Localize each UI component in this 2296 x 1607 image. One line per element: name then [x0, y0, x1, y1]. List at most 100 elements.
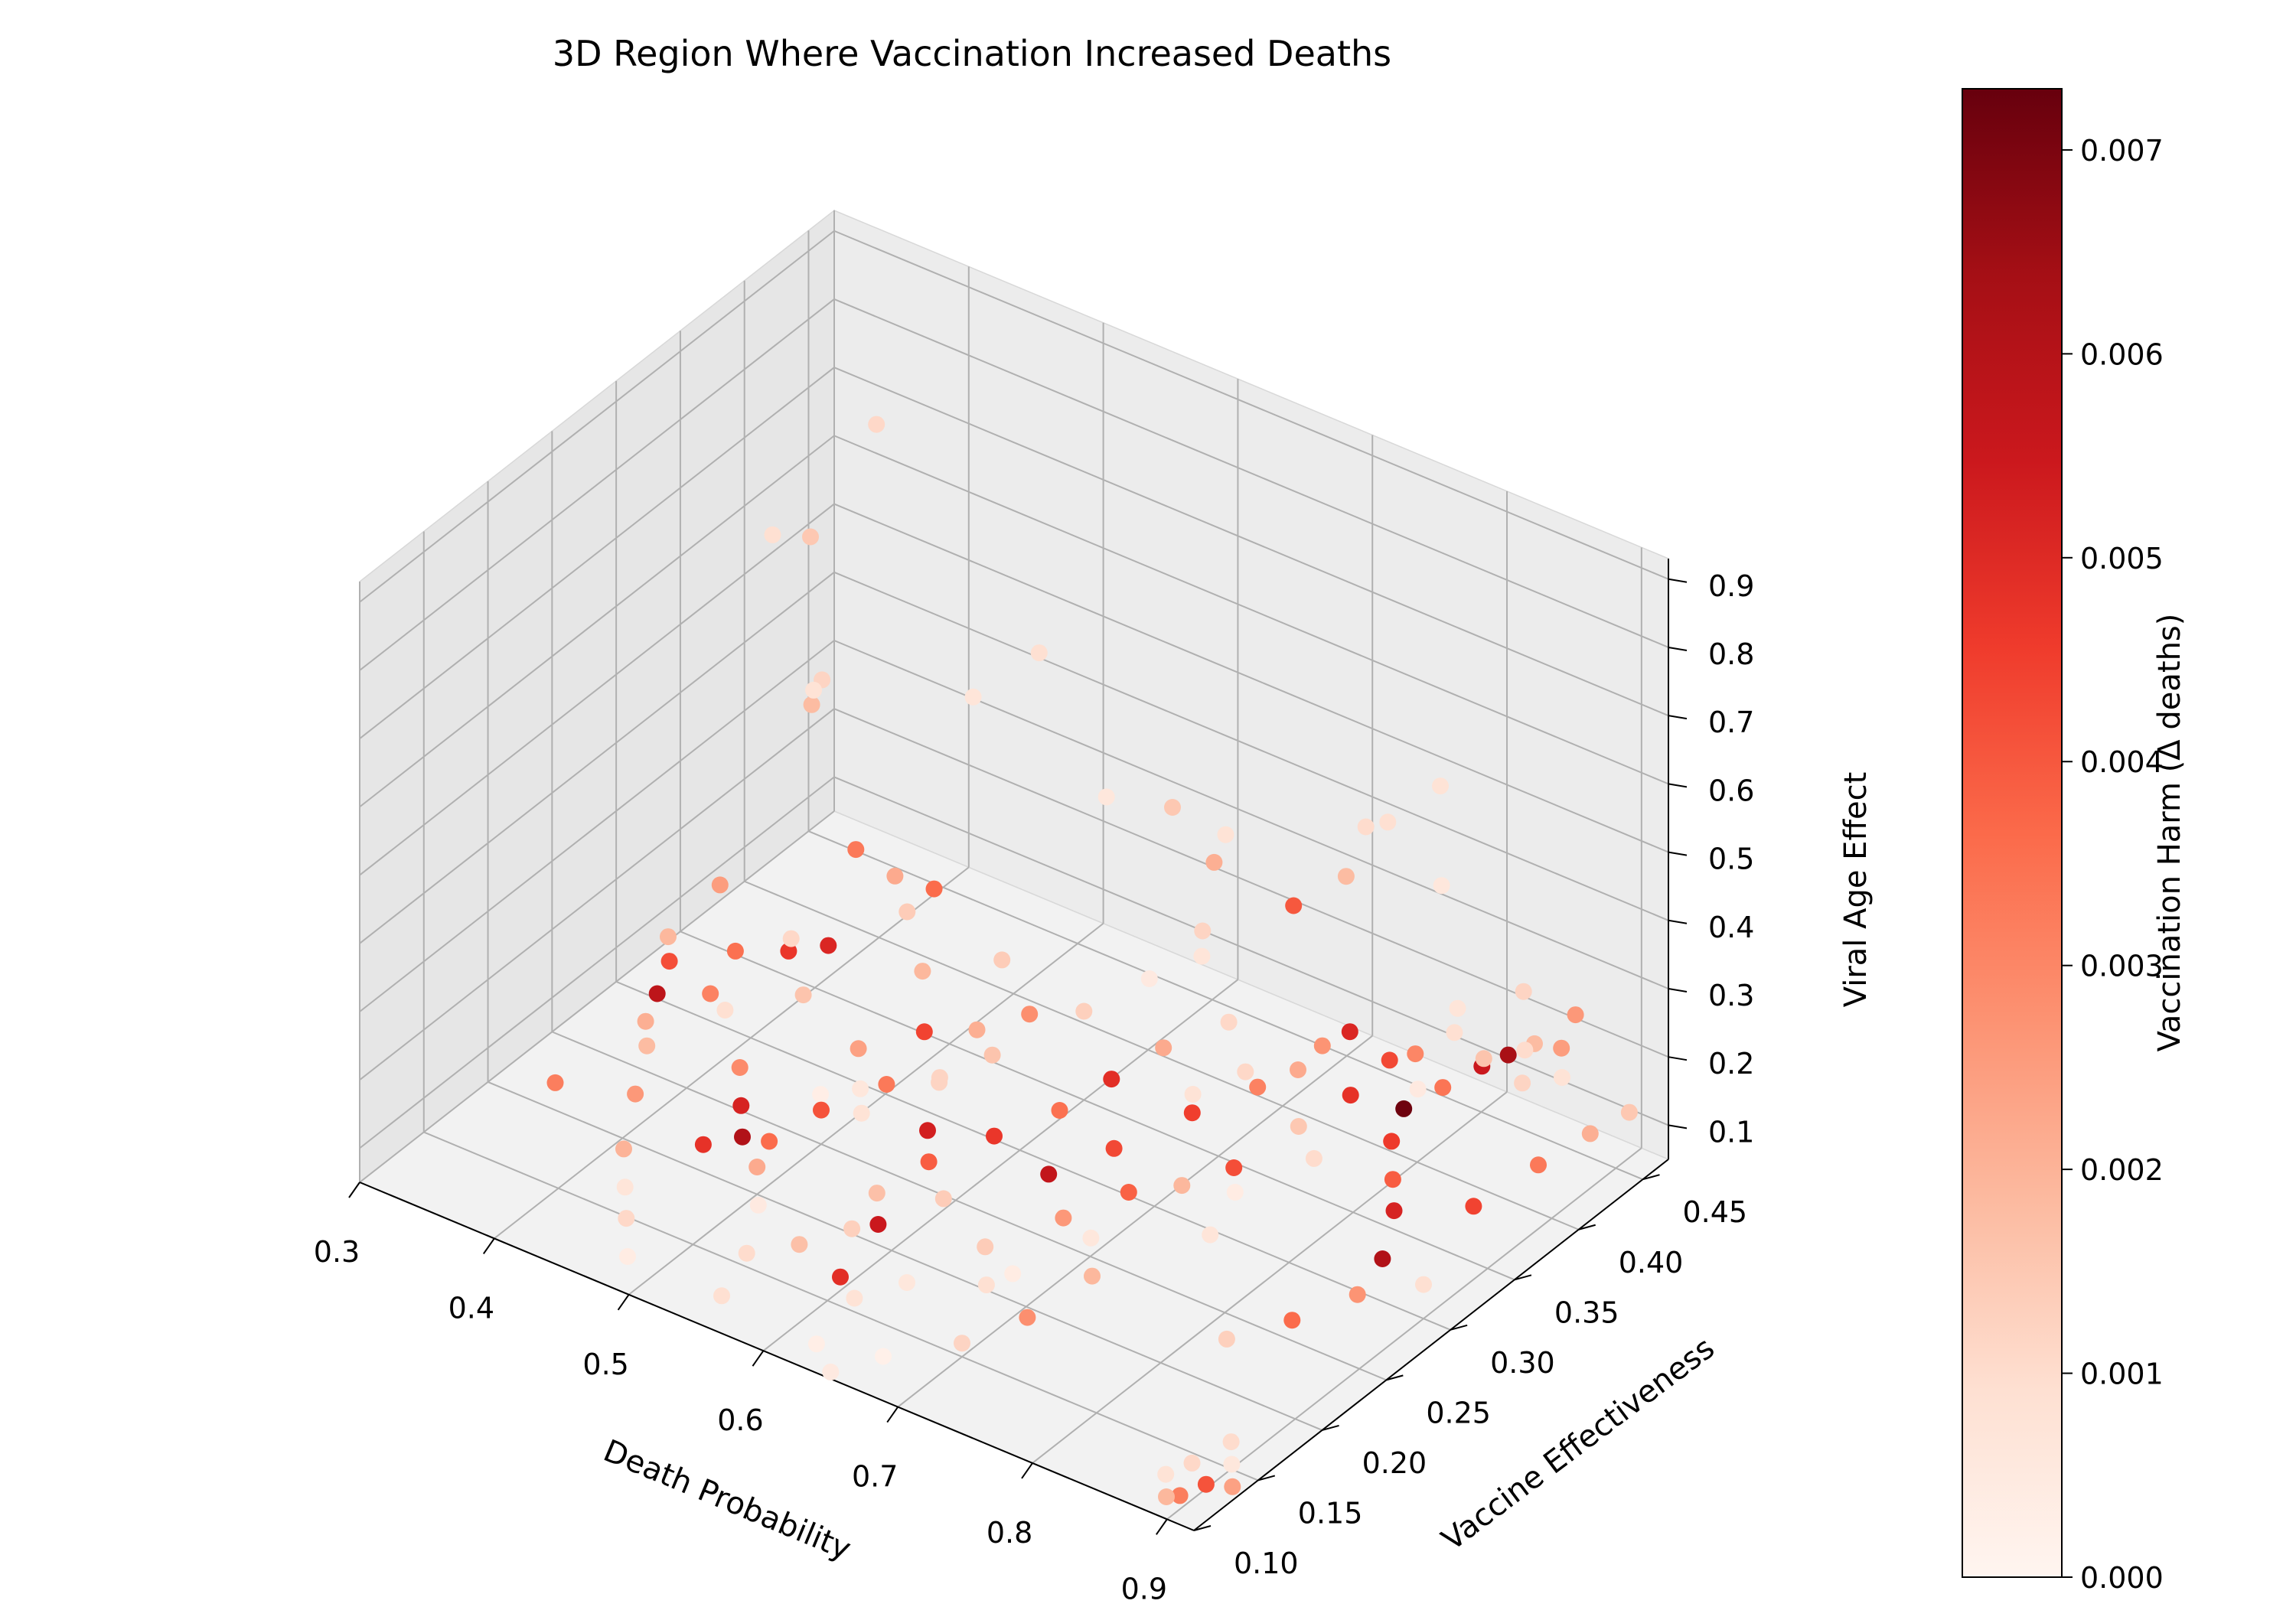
scatter-point	[869, 1216, 887, 1233]
scatter-point	[1381, 1051, 1398, 1069]
scatter-point	[713, 1287, 730, 1305]
scatter-point	[968, 1021, 986, 1038]
y-axis-line	[1193, 1159, 1669, 1531]
x-tick-label: 0.6	[717, 1403, 763, 1437]
y-gridline	[680, 931, 1515, 1281]
x-tick-mark	[482, 1237, 495, 1254]
z-tick-label: 0.5	[1708, 843, 1754, 876]
z-gridline	[359, 708, 835, 1081]
x-tick-label: 0.9	[1121, 1572, 1167, 1605]
scatter-point	[925, 880, 943, 898]
x-tick-label: 0.8	[987, 1516, 1032, 1550]
colorbar-tick-label: 0.001	[2080, 1358, 2164, 1391]
scatter-point	[807, 1335, 825, 1353]
scatter-point	[875, 1348, 892, 1365]
scatter-point	[1055, 1209, 1072, 1227]
y-tick-mark	[1257, 1475, 1276, 1482]
scatter-point	[1475, 1050, 1492, 1068]
y-tick-mark	[1322, 1424, 1339, 1431]
scatter-point	[1446, 1024, 1463, 1041]
axes-panes	[358, 209, 1670, 1531]
scatter-point	[711, 876, 729, 894]
chart-title: 3D Region Where Vaccination Increased De…	[553, 33, 1391, 74]
scatter-point	[615, 1140, 632, 1158]
scatter-point	[934, 1190, 952, 1208]
gridlines	[359, 210, 1669, 1531]
z-tick-label: 0.6	[1708, 774, 1754, 807]
scatter-point	[899, 1274, 915, 1291]
z-tick-mark	[1668, 988, 1688, 993]
x-tick-mark	[1156, 1518, 1168, 1535]
scatter-point	[1465, 1198, 1482, 1215]
scatter-point	[1374, 1250, 1391, 1267]
scatter-point	[1415, 1276, 1432, 1293]
scatter-point	[1193, 947, 1211, 965]
scatter-point	[734, 1128, 751, 1146]
scatter-point	[748, 1159, 766, 1175]
z-tick-label: 0.1	[1708, 1115, 1754, 1149]
scatter-point	[986, 1127, 1003, 1145]
scatter-point	[1051, 1102, 1068, 1119]
z-tick-label: 0.2	[1708, 1047, 1754, 1081]
scatter-point	[847, 841, 865, 859]
scatter-point	[820, 937, 837, 954]
scatter-point	[1530, 1156, 1547, 1174]
scatter-point	[1341, 1023, 1358, 1041]
scatter-point	[1385, 1202, 1403, 1220]
scatter-point	[1183, 1104, 1201, 1122]
scatter-point	[794, 986, 812, 1004]
scatter-point	[1432, 777, 1449, 795]
scatter-point	[1290, 1061, 1306, 1078]
scatter-point	[920, 1153, 938, 1171]
colorbar-tick-label: 0.002	[2080, 1153, 2164, 1187]
z-tick-label: 0.8	[1708, 637, 1754, 671]
scatter-point	[1218, 1330, 1235, 1348]
scatter-point	[1290, 1118, 1307, 1135]
y-tick-mark	[1642, 1174, 1660, 1181]
z-gridline	[359, 571, 835, 944]
scatter-point	[886, 867, 904, 885]
y-tick-label: 0.15	[1298, 1496, 1363, 1530]
scatter-point	[993, 951, 1011, 969]
z-gridline	[833, 367, 1669, 717]
scatter-point	[878, 1076, 895, 1093]
scatter-point	[1553, 1039, 1570, 1057]
y-tick-label: 0.20	[1362, 1446, 1427, 1480]
scatter-point	[1040, 1165, 1058, 1183]
scatter-point	[1084, 1267, 1101, 1285]
scatter-point	[1030, 644, 1048, 662]
scatter-point	[1620, 1103, 1638, 1121]
scatter-point	[899, 903, 916, 921]
colorbar-tick-label: 0.005	[2080, 542, 2164, 575]
y-gridline	[808, 830, 1643, 1181]
colorbar-tick-label: 0.000	[2080, 1561, 2164, 1595]
scatter-point	[1019, 1309, 1036, 1326]
y-tick-mark	[1193, 1525, 1212, 1531]
y-gridline	[615, 980, 1451, 1331]
scatter-point	[931, 1069, 948, 1087]
z-tick-label: 0.3	[1708, 979, 1754, 1012]
scatter-point	[1499, 1046, 1517, 1064]
scatter-point	[850, 1040, 867, 1058]
z-axis-label: Viral Age Effect	[1838, 772, 1874, 1008]
y-tick-label: 0.35	[1554, 1296, 1619, 1329]
scatter-point	[731, 1059, 748, 1076]
scatter-point	[1082, 1229, 1100, 1247]
scatter-point	[1305, 1149, 1322, 1167]
z-tick-mark	[1668, 578, 1688, 583]
scatter-point	[1157, 1465, 1175, 1483]
scatter-point	[802, 528, 819, 546]
x-tick-mark	[886, 1406, 899, 1423]
scatter-point	[726, 942, 744, 960]
z-tick-mark	[1668, 1056, 1688, 1061]
colorbar-tick-label: 0.006	[2080, 337, 2164, 371]
z-tick-mark	[1668, 783, 1688, 788]
y-tick-label: 0.45	[1682, 1195, 1747, 1229]
scatter-point	[1434, 1079, 1452, 1097]
z-gridline	[359, 503, 835, 876]
scatter-point	[977, 1238, 994, 1256]
z-gridline	[359, 776, 835, 1149]
scatter-point	[846, 1289, 863, 1307]
scatter-point	[1194, 922, 1212, 940]
